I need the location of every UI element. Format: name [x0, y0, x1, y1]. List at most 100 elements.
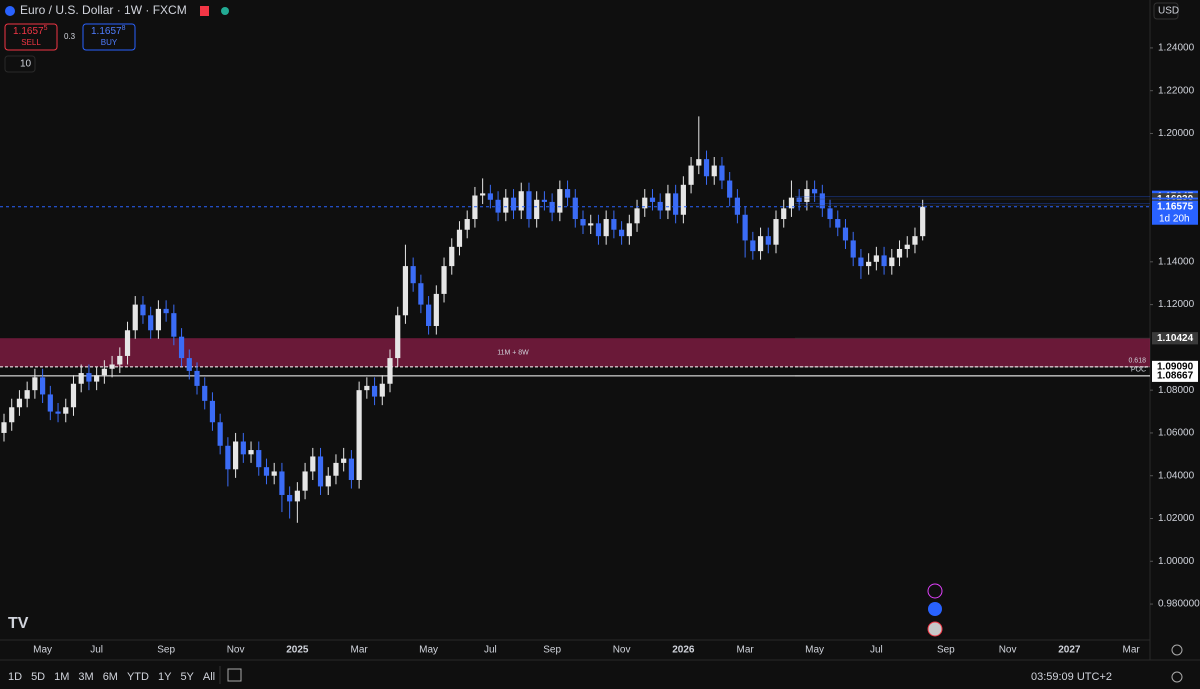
candle-body — [348, 458, 354, 480]
sell-button[interactable] — [4, 23, 58, 51]
candle-body — [426, 304, 432, 326]
range-button[interactable]: 1D — [8, 671, 22, 683]
candle-body — [626, 223, 632, 237]
candle-body — [55, 411, 61, 414]
candle-body — [912, 236, 918, 245]
range-button[interactable]: 5D — [31, 671, 45, 683]
candle-body — [364, 385, 370, 391]
candle-body — [611, 219, 617, 230]
candle-body — [371, 385, 378, 397]
candle-body — [217, 422, 223, 446]
candle-body — [564, 189, 571, 198]
candle-body — [402, 266, 409, 316]
x-tick-label: Jul — [484, 645, 497, 656]
candle-body — [1, 422, 7, 433]
price-marker-label: 1.09090 — [1157, 361, 1194, 372]
flag-icon — [200, 6, 209, 16]
level-label: POC — [1131, 367, 1146, 374]
candle-body — [619, 229, 625, 237]
x-tick-label: Jul — [870, 645, 883, 656]
currency: USD — [1158, 6, 1179, 17]
event-icon[interactable] — [928, 602, 942, 616]
candle-body — [418, 283, 424, 305]
current-price-label: 1.16575 — [1157, 201, 1194, 212]
candle-body — [742, 214, 748, 241]
settings-icon[interactable] — [1171, 671, 1183, 683]
currency-box[interactable] — [1153, 2, 1179, 20]
candle-body — [688, 165, 694, 185]
candle-body — [271, 471, 277, 476]
settings-icon[interactable] — [1171, 644, 1183, 656]
candle-body — [634, 208, 640, 224]
x-tick-label: Mar — [351, 645, 369, 656]
candle-body — [842, 227, 849, 241]
range-button[interactable]: 6M — [103, 671, 118, 683]
range-button[interactable]: 1M — [54, 671, 69, 683]
countdown: 1d 20h — [1159, 213, 1190, 224]
candle-body — [47, 394, 53, 412]
status-dot — [221, 7, 229, 15]
x-tick-label: 2026 — [672, 645, 695, 656]
price-marker-label: 1.10424 — [1157, 333, 1194, 344]
candle-body — [449, 246, 455, 267]
buy-button[interactable] — [82, 23, 136, 51]
price-marker-label: 1.08667 — [1157, 371, 1194, 382]
candle-body — [788, 197, 795, 209]
candle-body — [541, 199, 547, 202]
range-button[interactable]: 3M — [78, 671, 93, 683]
candle-body — [889, 257, 895, 267]
x-tick-label: May — [805, 645, 824, 656]
event-icon[interactable] — [927, 621, 943, 637]
candle-body — [109, 364, 115, 369]
y-tick-label: 1.08000 — [1158, 385, 1195, 396]
candle-body — [534, 199, 540, 220]
y-tick-label: 1.02000 — [1158, 513, 1195, 524]
range-button[interactable]: All — [203, 671, 215, 683]
range-button[interactable]: YTD — [127, 671, 149, 683]
candle-body — [472, 195, 478, 220]
candle-body — [240, 441, 246, 455]
candle-body — [279, 471, 285, 495]
y-tick-label: 1.22000 — [1158, 85, 1195, 96]
x-tick-label: Mar — [1123, 645, 1141, 656]
y-tick-label: 1.20000 — [1158, 128, 1195, 139]
range-button[interactable]: 1Y — [158, 671, 172, 683]
y-tick-label: 0.980000 — [1158, 599, 1200, 610]
candle-body — [719, 165, 725, 181]
range-button[interactable]: 5Y — [180, 671, 194, 683]
candle-body — [696, 159, 702, 166]
x-tick-label: Sep — [937, 645, 955, 656]
indicators-toggle[interactable] — [4, 55, 36, 73]
candle-body — [781, 208, 787, 220]
candle-body — [896, 248, 903, 258]
candle-body — [703, 159, 710, 177]
candle-body — [827, 208, 833, 220]
event-icon[interactable] — [927, 583, 943, 599]
candle-body — [487, 193, 493, 200]
level-label: 0.618 — [1128, 358, 1146, 365]
candle-body — [148, 315, 154, 331]
candle-body — [333, 462, 339, 476]
spread: 0.3 — [64, 32, 76, 41]
x-tick-label: Nov — [227, 645, 245, 656]
date-range-icon[interactable] — [227, 668, 242, 682]
candle-body — [70, 383, 77, 408]
candle-body — [186, 358, 192, 371]
buy-label: BUY — [101, 38, 118, 47]
x-tick-label: May — [419, 645, 438, 656]
candle-body — [603, 219, 609, 237]
x-tick-label: May — [33, 645, 52, 656]
y-tick-label: 1.14000 — [1158, 256, 1195, 267]
candle-body — [734, 197, 740, 215]
candle-body — [124, 330, 131, 356]
candle-body — [16, 398, 23, 408]
y-tick-label: 1.06000 — [1158, 428, 1195, 439]
candle-body — [657, 201, 663, 211]
current-price-marker — [1152, 200, 1198, 225]
x-tick-label: 2025 — [286, 645, 309, 656]
candle-body — [750, 240, 756, 252]
candle-body — [549, 201, 555, 213]
candle-body — [572, 197, 578, 220]
candle-body — [881, 255, 887, 267]
candle-body — [101, 368, 107, 376]
